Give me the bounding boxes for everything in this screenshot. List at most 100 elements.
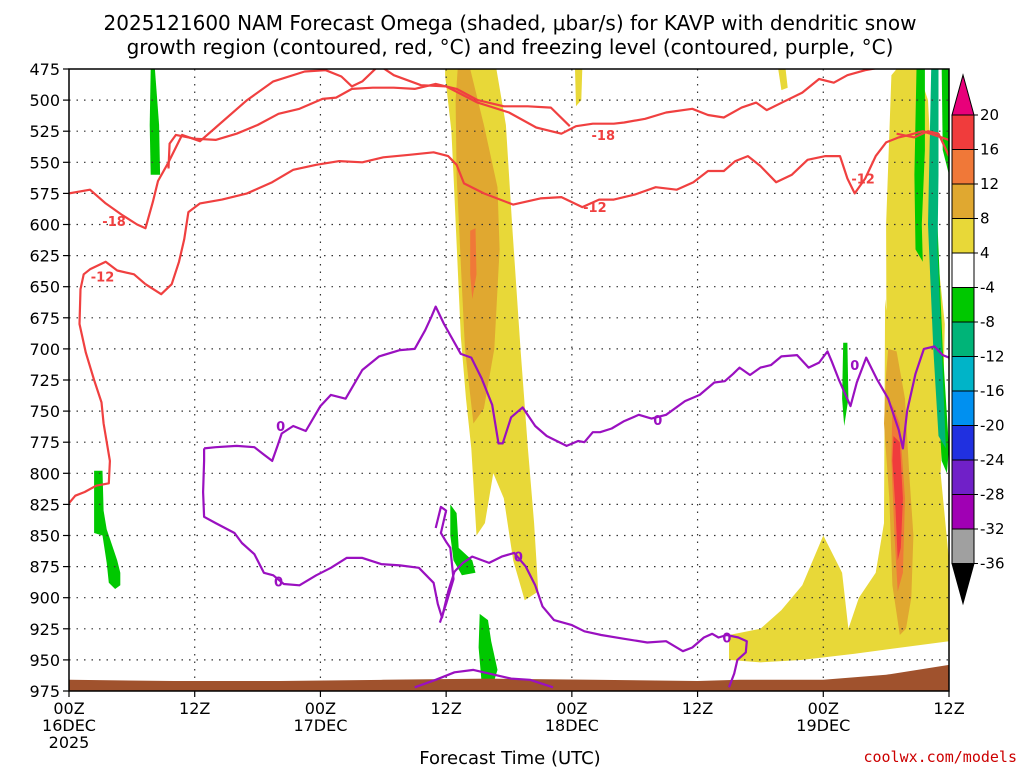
y-tick-label-725: 725	[29, 371, 60, 390]
y-tick-label-975: 975	[29, 682, 60, 701]
y-tick-label-675: 675	[29, 309, 60, 328]
colorbar-segment-4	[951, 252, 975, 288]
colorbar-segment-8	[951, 390, 975, 426]
y-tick-label-800: 800	[29, 464, 60, 483]
colorbar-label-1: 16	[980, 141, 999, 159]
x-tick-label-24: 00Z	[305, 699, 336, 718]
x-tick-label-36: 12Z	[430, 699, 461, 718]
omega-region-yellow-top-b	[778, 69, 788, 91]
credit-text: coolwx.com/models	[863, 748, 1017, 766]
freezing-level-contour-3	[414, 668, 554, 689]
contour-label-3: -12	[583, 201, 607, 216]
x-date-label-48: 18DEC	[545, 716, 599, 735]
y-tick-label-750: 750	[29, 402, 60, 421]
contour-layer	[69, 69, 949, 689]
x-date-label-72: 19DEC	[796, 716, 850, 735]
colorbar-label-8: -16	[980, 382, 1005, 400]
y-tick-label-625: 625	[29, 247, 60, 266]
omega-region-green-right-b	[941, 69, 949, 175]
omega-region-central-mid	[455, 69, 500, 424]
colorbar-segment-6	[951, 321, 975, 357]
y-tick-label-900: 900	[29, 589, 60, 608]
colorbar-segment-5	[951, 287, 975, 323]
omega-region-central-orange	[470, 228, 477, 300]
contour-label-6: 0	[274, 576, 283, 591]
contour-label-1: -18	[592, 129, 616, 144]
x-tick-label-12: 12Z	[179, 699, 210, 718]
omega-region-green-center-lower	[478, 613, 498, 688]
y-tick-label-825: 825	[29, 495, 60, 514]
y-tick-label-600: 600	[29, 216, 60, 235]
x-axis-title: Forecast Time (UTC)	[419, 748, 600, 768]
colorbar-label-5: -4	[980, 279, 995, 297]
colorbar-segment-11	[951, 494, 975, 530]
axes-layer: 475 500 525 550 575 600 625 650 675 700 725 750 775 8…	[29, 60, 964, 752]
x-tick-label-60: 12Z	[682, 699, 713, 718]
colorbar-top-triangle	[951, 73, 975, 116]
colorbar-label-0: 20	[980, 106, 999, 124]
y-tick-label-550: 550	[29, 153, 60, 172]
chart-title-line2: growth region (contoured, red, °C) and f…	[127, 35, 894, 59]
y-tick-label-775: 775	[29, 433, 60, 452]
x-tick-label-72: 00Z	[808, 699, 839, 718]
omega-region-green-small-right	[842, 342, 849, 426]
dgz-minus18-contour-0	[69, 69, 879, 230]
x-tick-label-48: 00Z	[556, 699, 587, 718]
y-tick-label-650: 650	[29, 278, 60, 297]
colorbar: 20 16 12 8 4 -4 -8 -12 -16 -20 -24 -28 -32 -36	[951, 73, 1005, 606]
contour-label-layer: -18 -18 -12 -12 -12 0 0 0 0 0 0	[91, 129, 875, 647]
y-tick-label-475: 475	[29, 60, 60, 79]
y-tick-label-525: 525	[29, 122, 60, 141]
dgz-minus18-contour-1	[167, 82, 571, 169]
ground-layer	[69, 664, 949, 691]
colorbar-segment-2	[951, 183, 975, 219]
x-year-label-0: 2025	[49, 733, 90, 752]
contour-label-8: 0	[653, 414, 662, 429]
omega-region-green-topleft	[149, 69, 161, 175]
contour-label-5: 0	[276, 420, 285, 435]
colorbar-segment-12	[951, 528, 975, 564]
colorbar-segment-9	[951, 425, 975, 461]
omega-region-yellow-top-a	[575, 69, 583, 107]
x-tick-label-0: 00Z	[53, 699, 84, 718]
y-tick-label-500: 500	[29, 91, 60, 110]
colorbar-segment-3	[951, 218, 975, 254]
colorbar-label-10: -24	[980, 451, 1005, 469]
colorbar-segment-10	[951, 459, 975, 495]
colorbar-label-6: -8	[980, 313, 995, 331]
colorbar-label-9: -20	[980, 417, 1005, 435]
colorbar-label-7: -12	[980, 348, 1005, 366]
freezing-level-contour-2	[434, 505, 455, 623]
colorbar-label-3: 8	[980, 210, 990, 228]
dgz-minus12-contour-0	[69, 260, 147, 504]
omega-region-green-right-a	[914, 69, 925, 262]
y-tick-label-700: 700	[29, 340, 60, 359]
y-tick-label-875: 875	[29, 558, 60, 577]
contour-label-10: 0	[850, 359, 859, 374]
ground-surface	[69, 664, 949, 691]
colorbar-label-12: -32	[980, 520, 1005, 538]
colorbar-bottom-triangle	[951, 563, 975, 606]
y-tick-label-950: 950	[29, 651, 60, 670]
contour-label-4: -12	[851, 172, 875, 187]
grid-layer	[69, 69, 949, 691]
colorbar-label-13: -36	[980, 555, 1005, 573]
contour-label-7: 0	[514, 551, 523, 566]
dgz-minus12-contour-1	[144, 130, 949, 296]
colorbar-segment-1	[951, 149, 975, 185]
omega-shading-layer	[94, 69, 949, 688]
x-date-label-0: 16DEC	[42, 716, 96, 735]
omega-region-green-center	[450, 504, 476, 576]
freezing-level-contour-1	[202, 448, 748, 688]
colorbar-segment-7	[951, 356, 975, 392]
y-tick-label-575: 575	[29, 184, 60, 203]
omega-region-right-red	[892, 436, 903, 561]
contour-label-9: 0	[722, 632, 731, 647]
contour-label-2: -12	[91, 271, 115, 286]
freezing-level-contour-0	[203, 305, 949, 462]
contour-label-0: -18	[102, 215, 126, 230]
y-tick-label-925: 925	[29, 620, 60, 639]
colorbar-label-4: 4	[980, 244, 990, 262]
colorbar-segment-0	[951, 114, 975, 150]
y-tick-label-850: 850	[29, 527, 60, 546]
